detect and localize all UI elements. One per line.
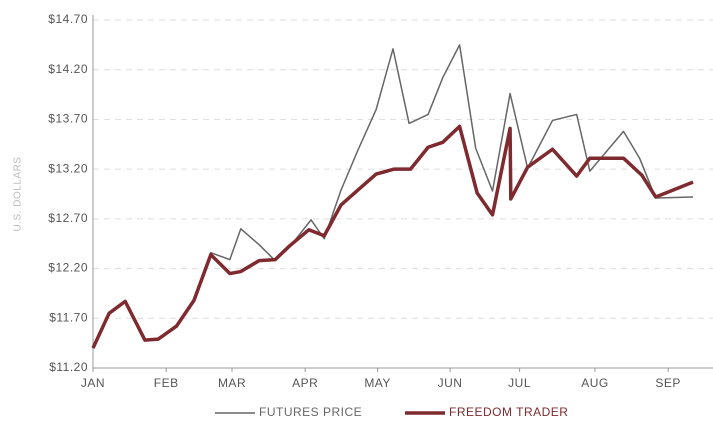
y-tick-label: $11.20 <box>49 360 88 374</box>
x-tick-label: APR <box>292 376 318 390</box>
y-tick-label: $14.70 <box>48 12 88 26</box>
y-tick-label: $13.70 <box>48 112 88 126</box>
x-tick-label: MAR <box>218 376 246 390</box>
x-tick-label: AUG <box>581 376 609 390</box>
y-tick-label: $14.20 <box>48 62 88 76</box>
y-tick-label: $11.70 <box>49 310 88 324</box>
legend-label: FREEDOM TRADER <box>449 405 568 419</box>
series-line <box>92 44 694 349</box>
x-tick-label: JUN <box>438 376 463 390</box>
x-tick-label: FEB <box>154 376 179 390</box>
y-tick-label: $13.20 <box>48 161 88 175</box>
x-tick-label: JAN <box>81 376 105 390</box>
y-tick-label: $12.70 <box>48 211 88 225</box>
x-tick-label: MAY <box>364 376 391 390</box>
y-tick-label: $12.20 <box>48 261 88 275</box>
x-tick-label: SEP <box>655 376 681 390</box>
legend-label: FUTURES PRICE <box>259 405 362 419</box>
series-line <box>91 124 694 349</box>
x-tick-label: JUL <box>508 376 531 390</box>
y-axis-label: U.S. DOLLARS <box>13 157 24 232</box>
